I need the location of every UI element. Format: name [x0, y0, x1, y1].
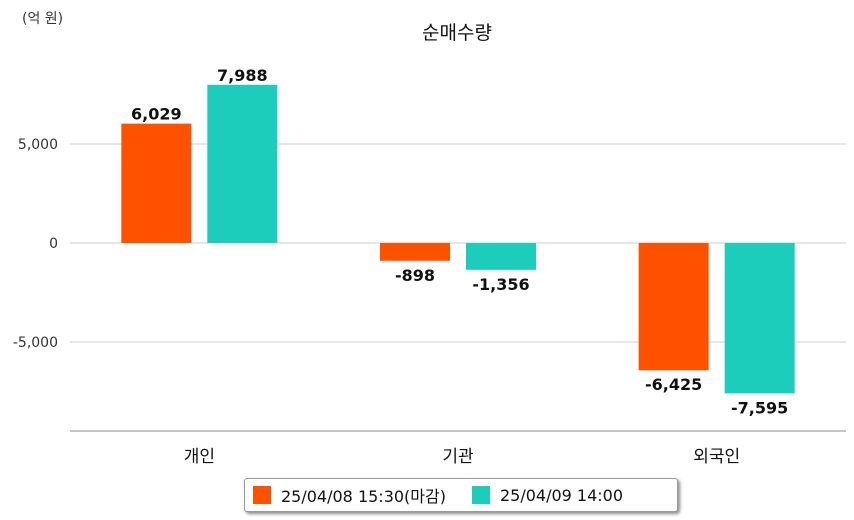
legend-item-series-2[interactable]: 25/04/09 14:00	[471, 485, 624, 505]
y-tick-label: 5,000	[18, 137, 58, 153]
data-label: -6,425	[645, 375, 702, 394]
legend-label-series-2: 25/04/09 14:00	[499, 485, 624, 505]
bar	[638, 243, 709, 371]
x-tick-label: 외국인	[693, 447, 740, 467]
legend-swatch-series-2	[471, 486, 490, 504]
y-tick-label: 0	[49, 236, 58, 252]
bar	[121, 123, 192, 243]
data-label: -7,595	[731, 398, 788, 417]
bar	[207, 84, 278, 243]
data-label: 7,988	[217, 66, 268, 85]
chart-title: 순매수량	[422, 22, 492, 44]
data-label: 6,029	[131, 105, 182, 124]
bar-chart: 5,000 0 -5,000 개인 6,029 7,988 기관 -898 -1,356 외국인 -…	[13, 66, 846, 467]
legend-swatch-series-1	[253, 486, 271, 504]
unit-label: (억 원)	[22, 11, 64, 27]
x-tick-label: 개인	[184, 447, 215, 467]
x-tick-label: 기관	[442, 447, 473, 467]
data-label: -898	[395, 266, 435, 285]
y-tick-label: -5,000	[13, 335, 58, 351]
bar	[380, 243, 450, 261]
bar	[724, 243, 795, 394]
legend: 25/04/08 15:30(마감) 25/04/09 14:00	[244, 478, 678, 512]
bar	[466, 243, 536, 270]
legend-label-series-1: 25/04/08 15:30(마감)	[281, 487, 446, 506]
legend-item-series-1[interactable]: 25/04/08 15:30(마감)	[253, 483, 446, 507]
data-label: -1,356	[472, 275, 529, 294]
